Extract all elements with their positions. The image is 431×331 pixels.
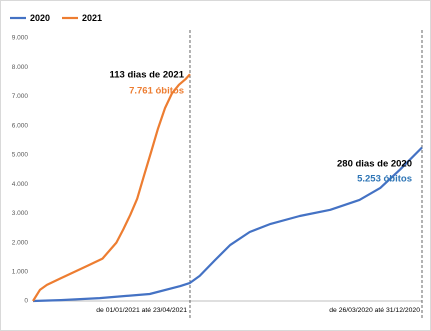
annotation: 113 dias de 2021 [110,70,185,81]
series-line [32,73,191,302]
y-tick-label: 2.000 [12,239,29,246]
y-tick-label: 4.000 [12,181,29,188]
legend-label: 2020 [30,13,50,23]
annotation: 280 dias de 2020 [337,159,412,170]
y-tick-label: 0 [24,298,28,305]
annotation: de 26/03/2020 até 31/12/2020 [329,307,420,314]
y-tick-label: 9.000 [12,35,29,42]
legend-label: 2021 [82,13,102,23]
y-tick-label: 3.000 [12,210,29,217]
y-tick-label: 7.000 [12,93,29,100]
y-tick-label: 6.000 [12,122,29,129]
annotation: 7.761 óbitos [129,86,184,97]
y-tick-label: 5.000 [12,152,29,159]
y-tick-label: 8.000 [12,64,29,71]
annotation: 5.253 óbitos [357,174,412,185]
annotation: de 01/01/2021 até 23/04/2021 [96,307,187,314]
y-tick-label: 1.000 [12,268,29,275]
series-line [32,146,423,303]
